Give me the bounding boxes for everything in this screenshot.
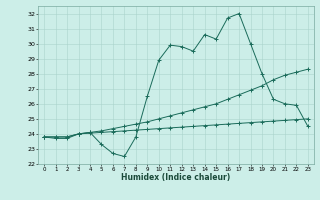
X-axis label: Humidex (Indice chaleur): Humidex (Indice chaleur): [121, 173, 231, 182]
